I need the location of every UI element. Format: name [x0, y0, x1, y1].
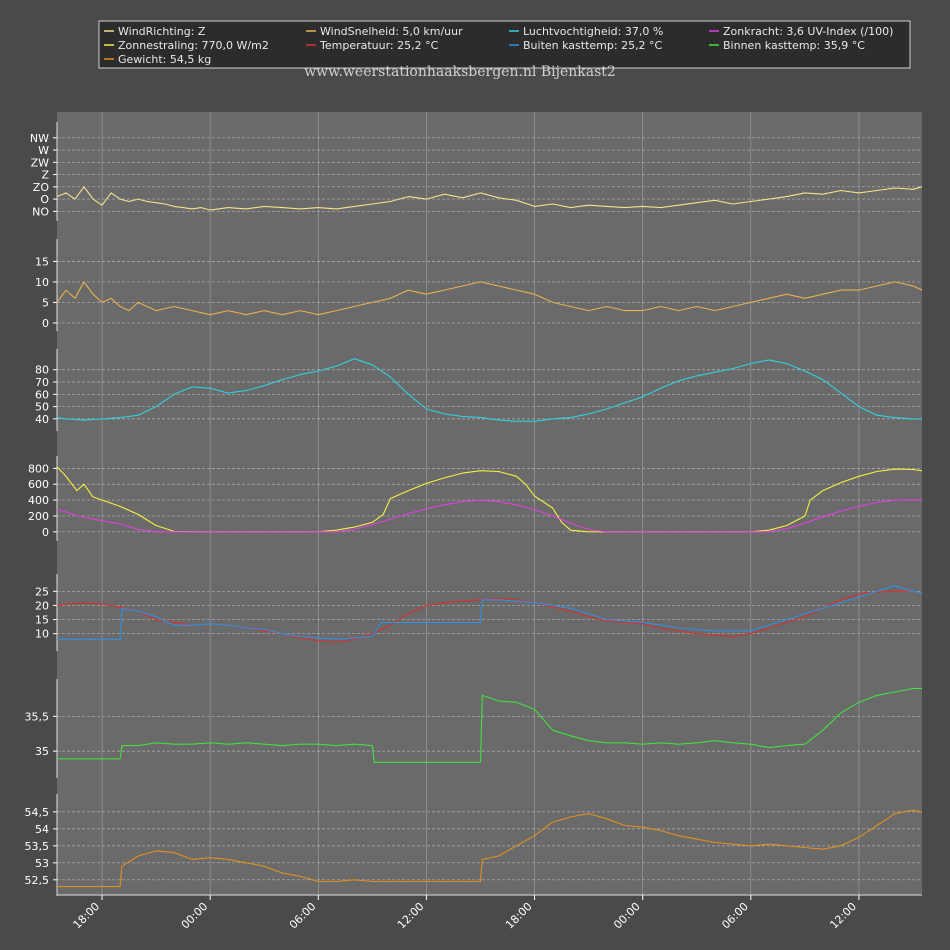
- series-line-outside_box_temp: [57, 585, 923, 640]
- y-tick-label: 600: [28, 478, 49, 491]
- y-tick-label: 400: [28, 494, 49, 507]
- y-tick-label: 53,5: [25, 840, 50, 853]
- legend-label: Zonkracht: 3,6 UV-Index (/100): [723, 25, 893, 38]
- y-tick-label: W: [38, 144, 49, 157]
- y-tick-label: 15: [35, 255, 49, 268]
- y-tick-label: 25: [35, 585, 49, 598]
- y-tick-label: 80: [35, 364, 49, 377]
- y-tick-label: O: [40, 193, 49, 206]
- panel-inside_box_temp: 35,5 35: [25, 679, 922, 778]
- legend-label: Binnen kasttemp: 35,9 °C: [723, 39, 865, 52]
- series-line-uv: [56, 499, 923, 533]
- y-tick-label: 54: [35, 823, 49, 836]
- y-tick-label: NW: [30, 132, 49, 145]
- y-tick-label: 70: [35, 376, 49, 389]
- legend-label: WindRichting: Z: [118, 25, 206, 38]
- y-tick-label: 10: [35, 628, 49, 641]
- y-tick-label: 800: [28, 462, 49, 475]
- panel-wind_speed: 15 10 5 0: [35, 239, 923, 331]
- y-tick-label: 40: [35, 413, 49, 426]
- y-tick-label: ZO: [33, 181, 50, 194]
- y-tick-label: 10: [35, 276, 49, 289]
- y-tick-label: 52,5: [25, 874, 50, 887]
- legend-box: [98, 20, 911, 69]
- panel-solar_uv: 800 600 400 200 0: [28, 456, 923, 541]
- y-tick-label: NO: [32, 205, 49, 218]
- panel-weight: 54,5 54 53,5 53 52,5: [25, 794, 923, 896]
- y-tick-label: 5: [42, 296, 49, 309]
- y-tick-label: 20: [35, 599, 49, 612]
- legend-label: WindSnelheid: 5,0 km/uur: [320, 25, 463, 38]
- legend-label: Luchtvochtigheid: 37,0 %: [523, 25, 663, 38]
- y-tick-label: 15: [35, 614, 49, 627]
- series-line-wind_direction: [56, 186, 923, 211]
- y-tick-label: Z: [41, 169, 49, 182]
- y-tick-label: 0: [42, 526, 49, 539]
- legend: WindRichting: Z WindSnelheid: 5,0 km/uur L…: [98, 20, 911, 69]
- series-line-wind_speed: [56, 281, 923, 316]
- series-line-inside_box_temp: [57, 687, 922, 763]
- plot-area: NWWZWZZOONO15105080706050408006004002000…: [25, 112, 923, 932]
- series-line-humidity: [56, 358, 922, 422]
- y-tick-label: 200: [28, 510, 49, 523]
- plot-background: [57, 112, 922, 895]
- y-tick-label: 54,5: [25, 806, 50, 819]
- series-line-solar: [56, 466, 923, 533]
- y-tick-label: 35: [35, 745, 49, 758]
- y-tick-label: 60: [35, 388, 49, 401]
- y-tick-label: ZW: [31, 156, 50, 169]
- legend-label: Gewicht: 54,5 kg: [118, 53, 211, 66]
- y-tick-label: 35,5: [25, 710, 50, 723]
- legend-label: Buiten kasttemp: 25,2 °C: [523, 39, 663, 52]
- y-tick-label: 50: [35, 401, 49, 414]
- y-tick-label: 0: [42, 317, 49, 330]
- site-title: www.weerstationhaaksbergen.nl Bijenkast2: [304, 64, 616, 80]
- legend-label: Zonnestraling: 770,0 W/m2: [118, 39, 269, 52]
- y-tick-label: 53: [35, 857, 49, 870]
- series-line-weight: [57, 809, 923, 888]
- legend-label: Temperatuur: 25,2 °C: [319, 39, 439, 52]
